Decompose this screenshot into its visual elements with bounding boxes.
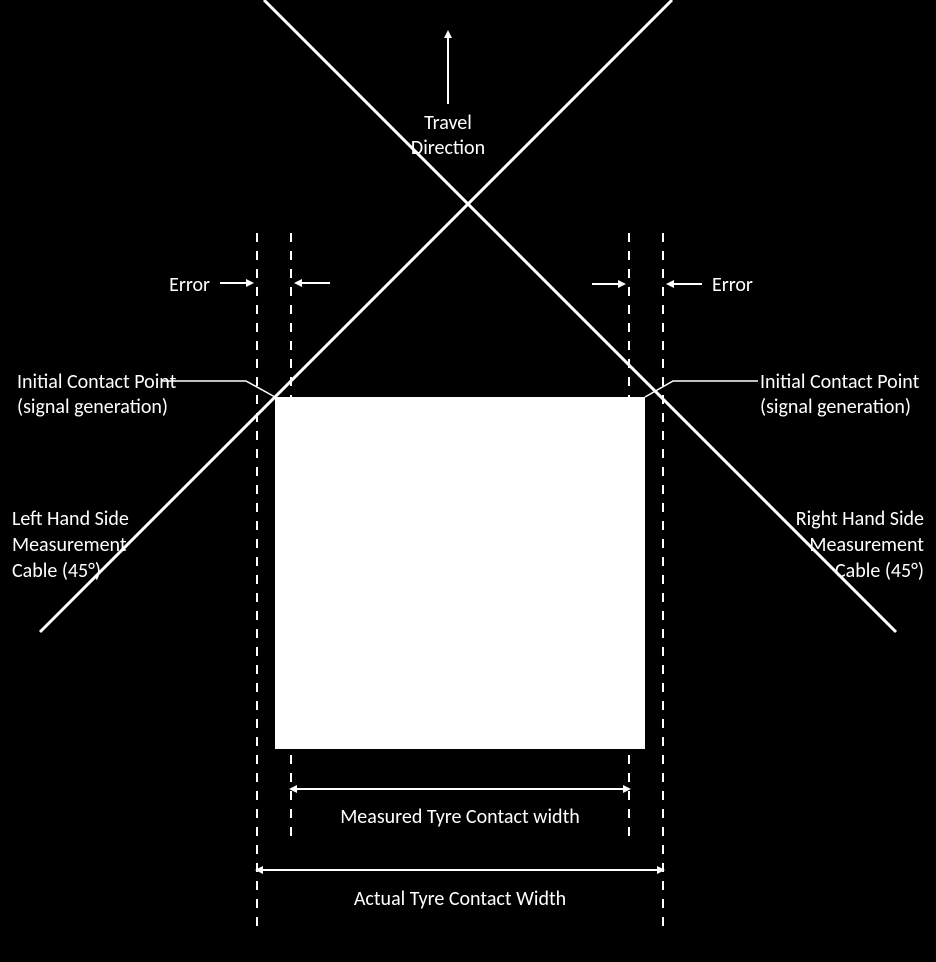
error-label-right: Error <box>712 273 753 297</box>
right-cable-label-line3: Cable (45°) <box>835 559 924 583</box>
travel-direction-label: Travel <box>424 111 472 135</box>
actual-width-label: Actual Tyre Contact Width <box>354 887 566 911</box>
error-label-left: Error <box>169 273 210 297</box>
left-cable-label-line3: Cable (45°) <box>12 559 101 583</box>
initial-contact-label-left-line2: (signal generation) <box>17 395 168 419</box>
travel-direction-label-sub: Direction <box>411 136 485 160</box>
tyre-contact-patch <box>275 397 645 749</box>
right-cable-label-line2: Measurement <box>809 533 924 557</box>
left-cable-label-line1: Left Hand Side <box>12 507 129 531</box>
initial-contact-label-left-line1: Initial Contact Point <box>17 370 177 394</box>
initial-contact-label-right-line1: Initial Contact Point <box>760 370 920 394</box>
right-cable-label-line1: Right Hand Side <box>796 507 924 531</box>
initial-contact-label-right-line2: (signal generation) <box>760 395 911 419</box>
measured-width-label: Measured Tyre Contact width <box>340 805 580 829</box>
left-cable-label-line2: Measurement <box>12 533 127 557</box>
